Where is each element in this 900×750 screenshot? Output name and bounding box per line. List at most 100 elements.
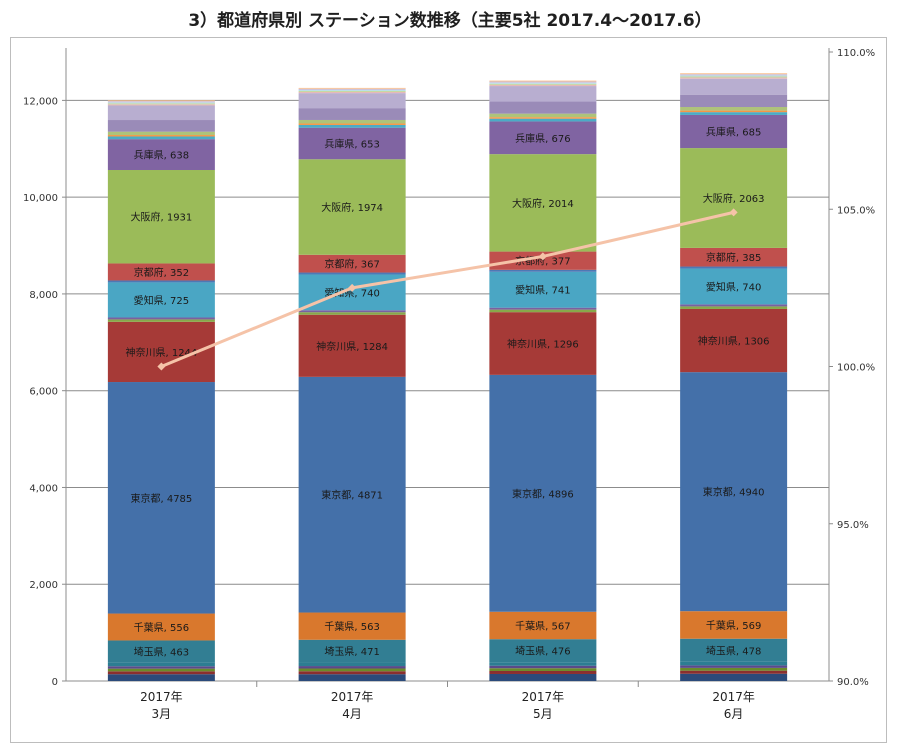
bar-segment [680,665,788,668]
bar-segment [489,86,597,102]
data-label: 東京都, 4896 [512,487,574,500]
y-right-tick-label: 110.0% [837,48,875,59]
data-label: 東京都, 4940 [703,486,765,499]
data-label: 愛知県, 741 [515,284,570,297]
bar-segment [298,274,406,311]
bar-segment [107,382,215,614]
bar-segment [298,310,406,313]
bar-segment [489,81,597,83]
data-label: 千葉県, 563 [324,620,379,633]
bar-segment [107,100,215,102]
data-label: 兵庫県, 653 [324,137,379,150]
data-label: 千葉県, 556 [134,621,189,634]
bar-segment [489,154,597,252]
bar-segment [489,118,597,122]
bar-segment [489,251,597,270]
bar-segment [680,112,788,115]
bar-segment [298,671,406,675]
bar-segment [680,304,788,307]
bar-segment [298,119,406,124]
bar-segment [298,90,406,92]
y-right-tick-label: 105.0% [837,205,875,216]
y-left-tick-label: 0 [52,677,58,688]
y-left-tick-label: 12,000 [23,96,58,107]
bar-segment [680,78,788,95]
bar-segment [489,84,597,87]
bar-segment [107,317,215,320]
bar-segment [489,117,597,119]
data-label: 千葉県, 567 [515,619,570,632]
bar-segment [298,87,406,89]
bar-segment [107,139,215,171]
bar-segment [489,309,597,313]
y-left-tick-label: 2,000 [29,580,58,591]
data-label: 東京都, 4785 [130,492,192,505]
bar-segment [107,613,215,641]
bar-segment [298,159,406,255]
bar-segment [107,319,215,322]
bar-segment [298,612,406,640]
bar-segment [489,121,597,155]
x-tick-label: 2017年 [712,690,755,704]
x-tick-label: 2017年 [522,690,565,704]
data-label: 兵庫県, 638 [134,149,189,162]
bar-segment [489,83,597,85]
bar-segment [107,103,215,105]
bar-segment [298,666,406,669]
bar-segment [489,665,597,669]
bar-segment [298,272,406,275]
bar-segment [680,266,788,269]
bar-segment [107,135,215,137]
y-left-tick-label: 10,000 [23,193,58,204]
bar-segment [298,93,406,109]
x-tick-label: 5月 [533,707,553,721]
bar-segment [680,110,788,113]
bar-segment [680,75,788,77]
bar-segment [107,280,215,283]
data-label: 東京都, 4871 [321,489,383,502]
bar-segment [489,271,597,308]
bar-segment [107,668,215,672]
bar-segment [298,88,406,90]
bar-segment [298,124,406,128]
data-label: 千葉県, 569 [706,619,761,632]
data-label: 埼玉県, 463 [134,646,189,659]
data-label: 愛知県, 725 [134,294,189,307]
line-point [348,283,357,292]
data-label: 愛知県, 740 [324,286,379,299]
bar-segment [680,670,788,674]
bar-segment [680,76,788,78]
data-label: 埼玉県, 471 [324,645,379,658]
data-label: 埼玉県, 476 [515,645,570,658]
bar-segment [107,170,215,264]
bar-segment [298,639,406,663]
y-left-tick-label: 6,000 [29,387,58,398]
y-right-tick-label: 95.0% [837,520,869,531]
bar-segment [107,282,215,318]
data-label: 埼玉県, 478 [706,644,761,657]
bar-segment [298,314,406,377]
bar-segment [489,80,597,82]
bar-segment [489,113,597,118]
data-label: 大阪府, 1974 [321,201,383,214]
bar-segment [680,247,788,267]
bar-segment [107,136,215,140]
bar-segment [489,269,597,272]
bar-segment [107,105,215,121]
bar-segment [680,114,788,149]
bar-segment [489,312,597,375]
x-tick-label: 2017年 [331,690,374,704]
bar-segment [298,91,406,94]
data-label: 京都府, 352 [134,266,189,279]
bar-segment [680,268,788,305]
y-right-tick-label: 100.0% [837,363,875,374]
data-label: 愛知県, 740 [706,280,761,293]
line-point [729,208,738,217]
bar-segment [680,308,788,373]
bar-segment [680,611,788,639]
bar-segment [680,73,788,75]
data-label: 京都府, 367 [324,258,379,271]
bar-segment [489,611,597,640]
bar-segment [107,131,215,136]
bar-segment [107,102,215,104]
